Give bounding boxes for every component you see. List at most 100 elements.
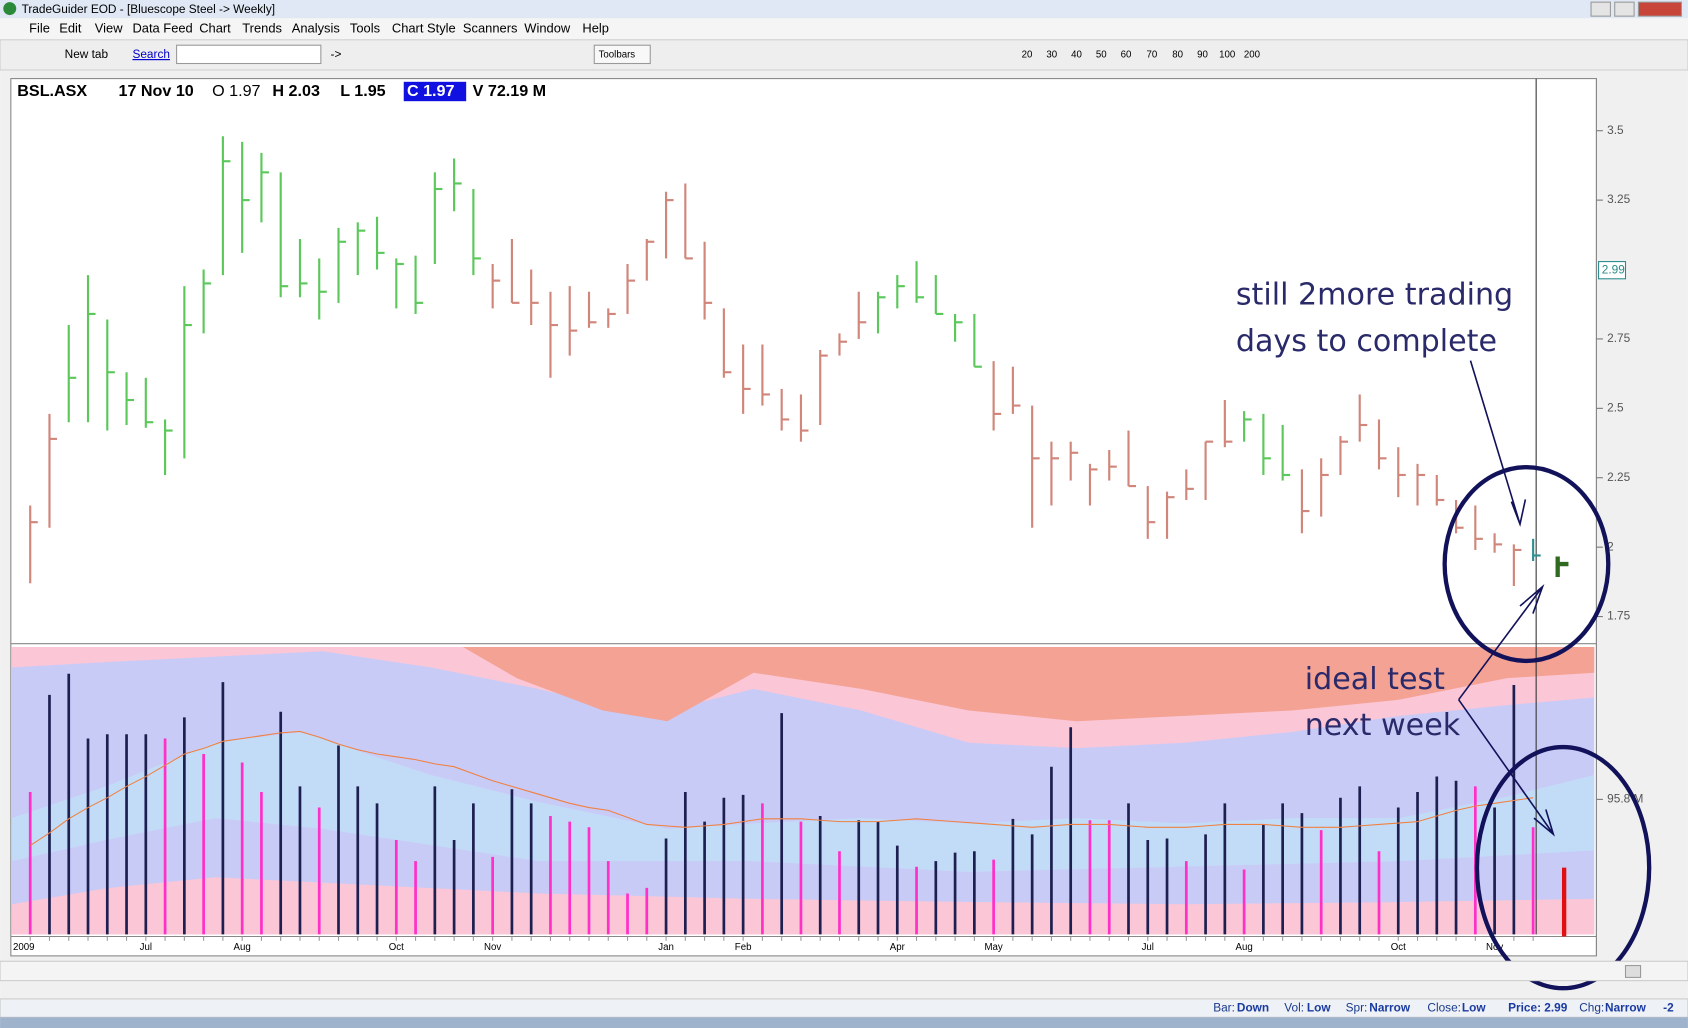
x-tick-label: Nov <box>484 942 501 953</box>
menu-item[interactable]: Edit <box>59 20 82 35</box>
x-tick-label: Nov <box>1486 942 1503 953</box>
status-label: Bar: <box>1213 1001 1235 1015</box>
search-box[interactable] <box>176 44 322 65</box>
y-tick-label: 3.5 <box>1607 123 1624 137</box>
annotation: next week <box>1305 708 1461 743</box>
y-tick-label: 2 <box>1607 539 1614 553</box>
circle-annotation <box>1474 744 1652 991</box>
x-tick-label: Oct <box>389 942 404 953</box>
zoom-button[interactable]: 70 <box>1146 49 1157 60</box>
toolbars-label[interactable]: Toolbars <box>599 49 636 60</box>
status-label: Spr: <box>1346 1001 1368 1015</box>
price-marker: 2.99 <box>1602 262 1625 276</box>
projected-bar <box>1555 556 1569 577</box>
band <box>462 646 1595 722</box>
menu-item[interactable]: Trends <box>242 20 282 35</box>
annotation: still 2more trading <box>1236 278 1513 313</box>
band <box>11 877 1595 935</box>
band <box>11 731 1595 872</box>
volume-average <box>29 730 1534 847</box>
close-highlight <box>403 81 467 102</box>
x-tick-label: Aug <box>234 942 251 953</box>
price-marker-box <box>1598 261 1627 280</box>
maximize[interactable] <box>1614 1 1635 17</box>
open: O 1.97 <box>212 82 260 100</box>
zoom-button[interactable]: 90 <box>1197 49 1208 60</box>
y-tick-label: 2.5 <box>1607 400 1624 414</box>
status-value: Down <box>1237 1001 1269 1015</box>
zoom-button[interactable]: 100 <box>1219 49 1235 60</box>
high: H 2.03 <box>272 82 320 100</box>
zoom-button[interactable]: 80 <box>1172 49 1183 60</box>
zoom-button[interactable]: 20 <box>1022 49 1033 60</box>
zoom-button[interactable]: 40 <box>1071 49 1082 60</box>
status-value: Low <box>1307 1001 1331 1015</box>
circle-annotation <box>1442 465 1611 664</box>
x-tick-label: Jul <box>1142 942 1154 953</box>
x-tick-label: Jan <box>658 942 674 953</box>
status-value: Low <box>1462 1001 1486 1015</box>
volume-background <box>11 646 1595 935</box>
close[interactable] <box>1637 1 1683 17</box>
title-bar <box>0 0 1688 19</box>
toolbars-button[interactable] <box>593 44 651 65</box>
scroll-thumb[interactable] <box>1624 965 1642 978</box>
x-tick-label: Apr <box>890 942 906 953</box>
app-icon <box>3 2 17 16</box>
menu-item[interactable]: Chart Style <box>392 20 456 35</box>
y-tick-label: 2.25 <box>1607 470 1630 484</box>
symbol: BSL.ASX <box>17 82 87 100</box>
x-tick-label: 2009 <box>13 942 35 953</box>
x-tick-label: Jul <box>140 942 152 953</box>
x-tick-label: May <box>984 942 1002 953</box>
status-value: -2 <box>1663 1001 1674 1015</box>
zoom-button[interactable]: 200 <box>1244 49 1260 60</box>
status-value: Price: 2.99 <box>1508 1001 1568 1015</box>
volume: V 72.19 M <box>473 82 546 100</box>
menu-item[interactable]: Analysis <box>292 20 340 35</box>
y-tick-label: 1.75 <box>1607 609 1630 623</box>
window-buttons[interactable] <box>1590 1 1683 17</box>
date: 17 Nov 10 <box>118 82 193 100</box>
status-value: Narrow <box>1369 1001 1411 1015</box>
taskbar <box>0 1017 1688 1028</box>
zoom-button[interactable]: 30 <box>1046 49 1057 60</box>
zoom-button[interactable]: 50 <box>1096 49 1107 60</box>
menu-item[interactable]: File <box>29 20 50 35</box>
scrollbar[interactable] <box>0 960 1688 982</box>
plot: 1.75 2 2.25 2.5 2.75 3.25 3.5 2009 Jul Aug Oct Nov J… <box>13 123 1643 953</box>
annotation: ideal test <box>1305 662 1445 697</box>
x-tick-label: Oct <box>1391 942 1406 953</box>
menu-item[interactable]: Scanners <box>463 20 518 35</box>
arrow <box>1469 360 1527 528</box>
y-tick-label: 2.75 <box>1607 331 1630 345</box>
menu-item[interactable]: Help <box>582 20 609 35</box>
menu-item[interactable]: Chart <box>199 20 231 35</box>
menu-item[interactable]: Data Feed <box>132 20 192 35</box>
y-tick-label: 3.25 <box>1607 192 1630 206</box>
status-label: Vol: <box>1284 1001 1304 1015</box>
new-tab[interactable]: New tab <box>65 47 109 61</box>
low: L 1.95 <box>340 82 385 100</box>
menu-item[interactable]: Tools <box>350 20 380 35</box>
x-tick-label: Feb <box>735 942 752 953</box>
search-link[interactable]: Search <box>132 47 169 61</box>
annotations: still 2more trading days to complete ide… <box>1236 278 1652 991</box>
minimize[interactable] <box>1590 1 1611 17</box>
menu-item[interactable]: Window <box>524 20 571 35</box>
menu-item[interactable]: View <box>95 20 123 35</box>
window-title: TradeGuider EOD - [Bluescope Steel -> We… <box>22 2 275 16</box>
x-tick-label: Aug <box>1236 942 1253 953</box>
status-label: Chg: <box>1579 1001 1604 1015</box>
status-label: Close: <box>1427 1001 1461 1015</box>
status-value: Narrow <box>1605 1001 1647 1015</box>
arrow <box>1457 584 1545 701</box>
arrow <box>1457 699 1555 837</box>
go-button[interactable]: -> <box>331 47 342 61</box>
zoom-button[interactable]: 60 <box>1121 49 1132 60</box>
close: C 1.97 <box>407 82 455 100</box>
menu-bar <box>0 18 1688 40</box>
annotation: days to complete <box>1236 324 1497 359</box>
